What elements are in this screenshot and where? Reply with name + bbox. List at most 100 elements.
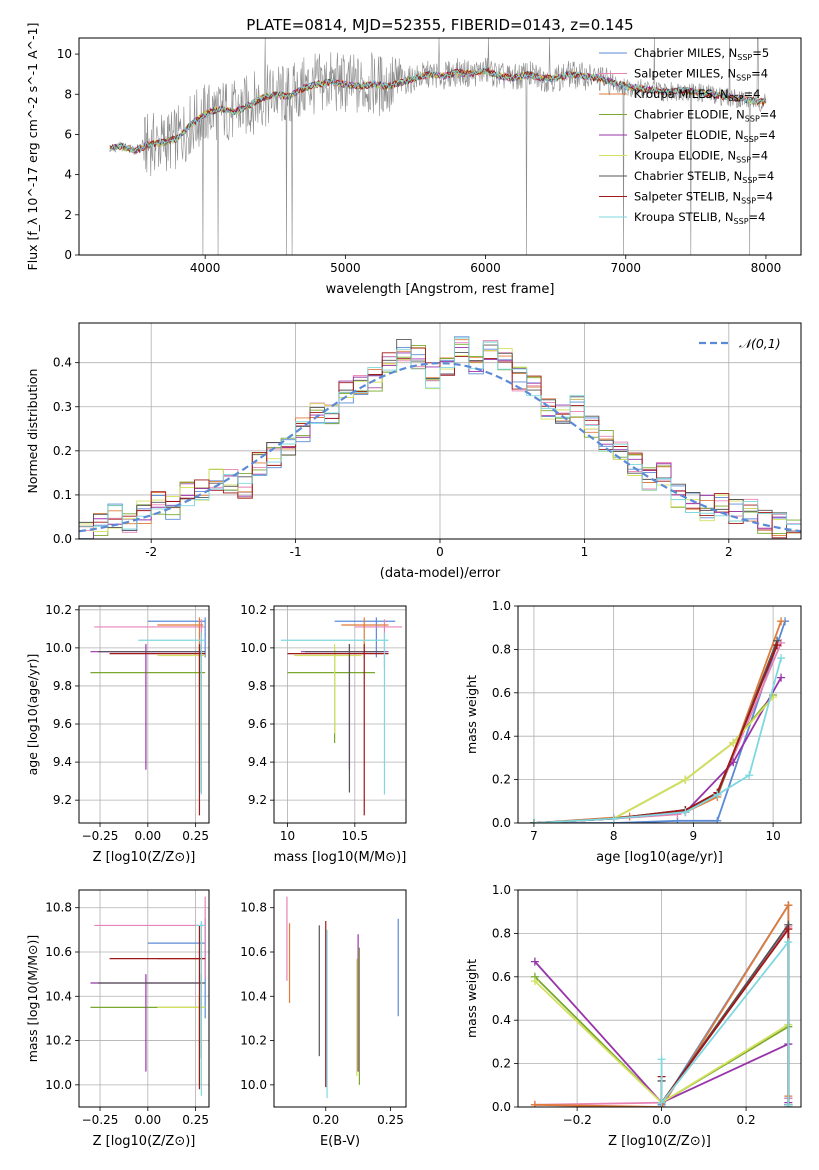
- x-tick-label: −0.25: [82, 1113, 119, 1127]
- x-axis-label: age [log10(age/yr)]: [596, 850, 723, 865]
- plot-area: [530, 901, 793, 1107]
- x-tick-label: 8000: [751, 261, 782, 275]
- y-tick-label: 1.0: [492, 883, 511, 897]
- panel-z-mass: −0.25 0.00 0.25 10.0 10.2 10.4 10.6 10.8 Z [log1…: [25, 889, 210, 1149]
- y-tick-label: 0.4: [492, 729, 511, 743]
- plot-area: [280, 617, 402, 816]
- weight-series-line: [660, 939, 790, 1106]
- weight-point-marker: [529, 819, 538, 823]
- weight-point-marker: [773, 641, 782, 650]
- y-tick-label: 0.0: [492, 1100, 511, 1114]
- y-axis-label: mass weight: [464, 675, 479, 754]
- axes-frame: [517, 889, 802, 1108]
- y-tick-label: 10.4: [240, 989, 267, 1003]
- y-tick-label: 6: [64, 127, 72, 141]
- y-tick-label: 4: [64, 168, 72, 182]
- x-tick-label: −0.25: [82, 829, 119, 843]
- weight-series-line: [533, 677, 782, 823]
- y-tick-label: 9.4: [248, 755, 267, 769]
- y-tick-label: 0.2: [492, 1057, 511, 1071]
- weight-point-marker: [681, 775, 690, 784]
- y-tick-label: 10.0: [240, 641, 267, 655]
- y-tick-label: 0.0: [53, 532, 72, 546]
- legend-label: Kroupa STELIB, NSSP=4: [634, 210, 765, 226]
- y-axis-label: mass weight: [464, 959, 479, 1038]
- x-axis-label: mass [log10(M/M⊙)]: [274, 850, 407, 865]
- y-tick-label: 0.6: [492, 970, 511, 984]
- panel-residuals: -2 -1 0 1 2 0.0 0.1 0.2 0.3 0.4 (data-model)/error…: [25, 322, 802, 581]
- y-tick-label: 0.8: [492, 642, 511, 656]
- x-tick-label: 5000: [330, 261, 361, 275]
- x-tick-label: 0.00: [134, 1113, 161, 1127]
- y-tick-label: 0.8: [492, 926, 511, 940]
- plot-area: [109, 38, 767, 255]
- weight-point-marker: [784, 938, 793, 947]
- axes-frame: [273, 605, 407, 824]
- weight-point-marker: [657, 1055, 666, 1064]
- axes-frame: [78, 605, 210, 824]
- y-tick-label: 9.8: [53, 679, 72, 693]
- y-tick-label: 1.0: [492, 599, 511, 613]
- axes-frame: [78, 37, 802, 256]
- panel-z-age: −0.25 0.00 0.25 9.2 9.4 9.6 9.8 10.0 10.2 Z [log1…: [25, 603, 210, 865]
- weight-point-marker: [777, 654, 786, 663]
- weight-point-marker: [713, 790, 722, 799]
- legend-label: Chabrier MILES, NSSP=5: [634, 46, 769, 62]
- panel-mass-age: 10 10.5 9.2 9.4 9.6 9.8 10.0 10.2 mass [log10(M/…: [240, 603, 407, 865]
- x-tick-label: 7: [530, 829, 538, 843]
- x-tick-label: 0.00: [134, 829, 161, 843]
- legend-label: Salpeter STELIB, NSSP=4: [634, 190, 773, 206]
- y-tick-label: 9.2: [53, 793, 72, 807]
- plot-area: [286, 896, 399, 1099]
- y-tick-label: 9.8: [248, 679, 267, 693]
- y-tick-label: 10.6: [45, 945, 72, 959]
- weight-point-marker: [784, 1100, 793, 1107]
- weight-point-marker: [681, 808, 690, 817]
- y-axis-label: age [log10(age/yr)]: [25, 654, 40, 776]
- x-tick-label: 0.20: [312, 1113, 339, 1127]
- plot-area: [90, 896, 206, 1096]
- plot-area: [90, 617, 206, 816]
- x-tick-label: −0.2: [563, 1113, 592, 1127]
- x-tick-label: 0.2: [737, 1113, 756, 1127]
- x-axis-label: wavelength [Angstrom, rest frame]: [326, 282, 555, 297]
- x-tick-label: 6000: [470, 261, 501, 275]
- weight-point-marker: [784, 925, 793, 934]
- legend-label: Kroupa MILES, NSSP=4: [634, 87, 760, 103]
- x-tick-label: 0.0: [652, 1113, 671, 1127]
- y-tick-label: 10.8: [240, 901, 267, 915]
- y-tick-label: 0.3: [53, 400, 72, 414]
- y-tick-label: 9.6: [248, 717, 267, 731]
- y-tick-label: 0.1: [53, 488, 72, 502]
- axes-frame: [273, 889, 407, 1108]
- x-tick-label: 10: [280, 829, 295, 843]
- panel-ebv-mass: 0.20 0.25 10.0 10.2 10.4 10.6 10.8 E(B-V): [240, 889, 407, 1149]
- y-tick-label: 10.2: [45, 1034, 72, 1048]
- x-tick-label: 4000: [190, 261, 221, 275]
- y-tick-label: 10.0: [240, 1078, 267, 1092]
- y-tick-label: 0.0: [492, 816, 511, 830]
- residual-histogram-step: [79, 337, 801, 530]
- weight-point-marker: [745, 771, 754, 780]
- weight-series-line: [533, 694, 774, 823]
- weight-point-marker: [657, 1098, 666, 1107]
- x-tick-label: -1: [290, 545, 302, 559]
- legend-label: Salpeter MILES, NSSP=4: [634, 67, 768, 83]
- y-tick-label: 10.2: [45, 603, 72, 617]
- x-tick-label: 9: [690, 829, 698, 843]
- legend-label: Kroupa ELODIE, NSSP=4: [634, 149, 768, 165]
- y-tick-label: 10.8: [45, 901, 72, 915]
- panel-spectrum: 4000 5000 6000 7000 8000 0 2 4 6 8 10 wavelength [A…: [25, 23, 802, 297]
- model-spectrum-line: [109, 67, 767, 154]
- normal-reference-curve: [79, 362, 801, 533]
- y-tick-label: 0.4: [492, 1013, 511, 1027]
- observed-spectrum-line: [109, 38, 767, 255]
- x-tick-label: 2: [725, 545, 733, 559]
- axes-frame: [78, 889, 210, 1108]
- weight-point-marker: [530, 1100, 539, 1107]
- legend-label: Salpeter ELODIE, NSSP=4: [634, 128, 776, 144]
- x-tick-label: -2: [145, 545, 157, 559]
- weight-point-marker: [777, 673, 786, 682]
- weight-point-marker: [713, 816, 722, 823]
